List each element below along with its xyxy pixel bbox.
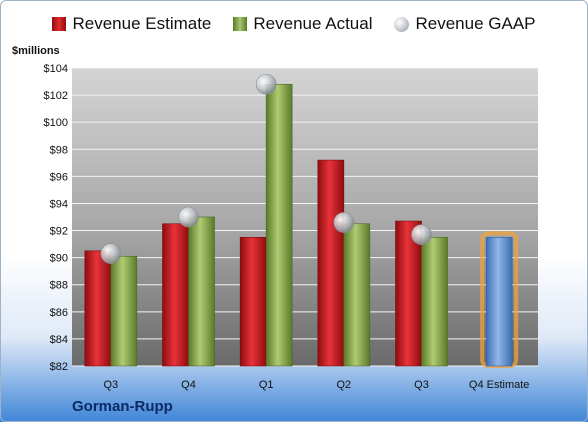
y-tick-label: $82 bbox=[50, 361, 68, 373]
y-tick-label: $86 bbox=[50, 307, 68, 319]
y-tick-label: $84 bbox=[50, 334, 68, 346]
bar-revenue-estimate bbox=[84, 250, 112, 367]
legend-swatch-gaap bbox=[394, 16, 410, 32]
legend-label-actual: Revenue Actual bbox=[253, 14, 373, 33]
bar-revenue-actual bbox=[110, 255, 138, 367]
legend-swatch-estimate bbox=[52, 17, 67, 31]
marker-revenue-gaap bbox=[333, 212, 355, 233]
x-tick-label: Q3 bbox=[414, 379, 429, 391]
y-tick-label: $102 bbox=[44, 90, 68, 102]
y-tick-label: $100 bbox=[44, 117, 68, 129]
marker-revenue-gaap bbox=[255, 73, 277, 95]
gaap-markers bbox=[100, 73, 432, 264]
x-tick-label: Q2 bbox=[336, 379, 351, 391]
x-tick-label: Q4 bbox=[181, 379, 196, 391]
marker-revenue-gaap bbox=[178, 206, 199, 228]
bar-revenue-actual bbox=[188, 216, 215, 367]
company-label: Gorman-Rupp bbox=[72, 398, 173, 415]
y-tick-label: $92 bbox=[50, 226, 68, 238]
marker-revenue-gaap bbox=[411, 224, 432, 245]
x-tick-label: Q1 bbox=[259, 379, 274, 391]
bar-revenue-forecast bbox=[485, 237, 513, 367]
y-tick-label: $104 bbox=[44, 63, 68, 75]
x-axis-ticks: Q3 Q4 Q1 Q2 Q3 Q4 Estimate bbox=[103, 379, 529, 391]
chart-legend: Revenue Estimate Revenue Actual Revenue … bbox=[0, 14, 588, 34]
bar-revenue-estimate bbox=[162, 223, 189, 367]
legend-label-gaap: Revenue GAAP bbox=[415, 14, 536, 33]
legend-swatch-actual bbox=[233, 17, 248, 31]
y-tick-label: $96 bbox=[50, 171, 68, 183]
y-tick-label: $90 bbox=[50, 253, 68, 265]
bar-revenue-actual bbox=[265, 83, 293, 367]
plot-area bbox=[72, 68, 538, 366]
marker-revenue-gaap bbox=[100, 243, 122, 264]
legend-label-estimate: Revenue Estimate bbox=[72, 14, 212, 33]
y-tick-label: $98 bbox=[50, 144, 68, 156]
y-tick-label: $94 bbox=[50, 198, 68, 210]
y-axis-ticks: $82 $84 $86 $88 $90 $92 $94 $96 $98 $100 $102 $104 bbox=[44, 63, 68, 373]
bar-revenue-estimate bbox=[395, 220, 422, 367]
y-axis-unit-label: $millions bbox=[12, 45, 60, 57]
bar-revenue-estimate bbox=[317, 159, 345, 367]
legend-item-actual: Revenue Actual bbox=[233, 14, 372, 34]
x-tick-label: Q3 bbox=[103, 379, 118, 391]
legend-item-estimate: Revenue Estimate bbox=[52, 14, 211, 34]
bars bbox=[84, 83, 519, 368]
legend-item-gaap: Revenue GAAP bbox=[394, 14, 536, 34]
x-tick-label: Q4 Estimate bbox=[469, 379, 530, 391]
gridlines bbox=[72, 67, 538, 367]
y-tick-label: $88 bbox=[50, 280, 68, 292]
bar-revenue-actual bbox=[343, 223, 371, 367]
bar-revenue-actual bbox=[421, 237, 448, 367]
bar-revenue-estimate bbox=[239, 237, 267, 367]
